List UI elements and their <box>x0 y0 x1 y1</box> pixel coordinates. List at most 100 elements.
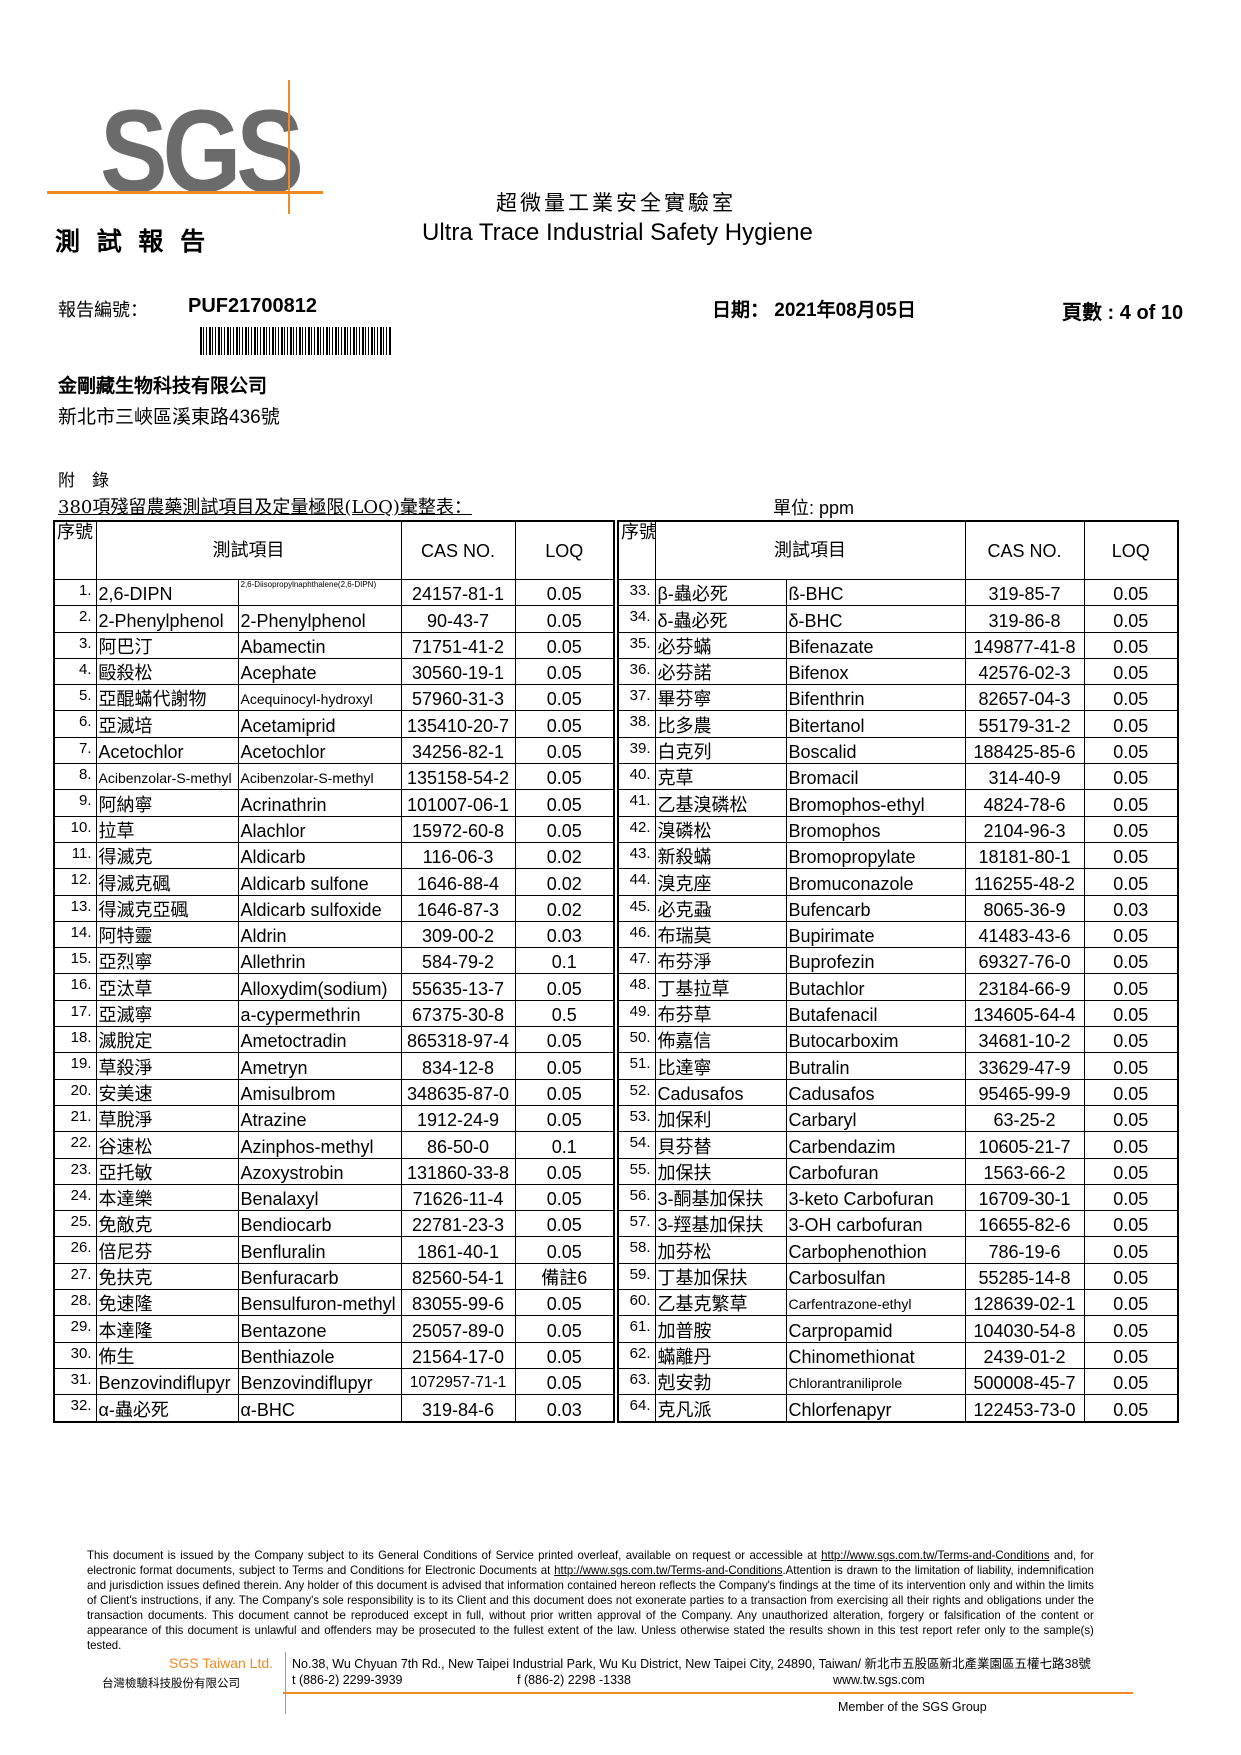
loq-value: 0.05 <box>1083 1026 1179 1054</box>
cas-no: 1646-87-3 <box>400 894 516 922</box>
row-seq: 40. <box>617 763 656 791</box>
item-name-en: Carfentrazone-ethyl <box>785 1289 966 1317</box>
row-seq: 27. <box>53 1262 97 1291</box>
loq-value: 0.1 <box>514 947 615 975</box>
cas-no: 584-79-2 <box>400 947 516 975</box>
loq-value: 0.03 <box>514 1394 615 1422</box>
loq-value: 0.05 <box>514 578 615 607</box>
table-row: 19. 草殺淨 Ametryn 834-12-8 0.05 <box>53 1052 615 1080</box>
item-name-en: Bromopropylate <box>785 841 966 870</box>
date: 2021年08月05日 <box>774 300 916 321</box>
sgs-taiwan-ltd: SGS Taiwan Ltd. <box>169 1655 274 1671</box>
item-name-en: Benfluralin <box>237 1236 402 1264</box>
item-name-en: Aldicarb sulfoxide <box>237 894 402 922</box>
table-row: 47. 布芬淨 Buprofezin 69327-76-0 0.05 <box>617 947 1179 975</box>
cas-no: 41483-43-6 <box>964 920 1085 949</box>
cas-no: 55285-14-8 <box>964 1262 1085 1291</box>
table-row: 24. 本達樂 Benalaxyl 71626-11-4 0.05 <box>53 1183 615 1212</box>
loq-value: 0.05 <box>514 710 615 738</box>
item-name-en: 2,6-Diisopropylnaphthalene(2,6-DIPN) <box>237 578 402 607</box>
cas-no: 128639-02-1 <box>964 1289 1085 1317</box>
table-row: 35. 必芬蟎 Bifenazate 149877-41-8 0.05 <box>617 631 1179 659</box>
row-seq: 61. <box>617 1315 656 1343</box>
cas-no: 865318-97-4 <box>400 1026 516 1054</box>
date-row: 日期： 2021年08月05日 <box>712 295 916 322</box>
loq-value: 0.05 <box>1083 657 1179 686</box>
row-seq: 53. <box>617 1104 656 1133</box>
table-row: 34. δ-蟲必死 δ-BHC 319-86-8 0.05 <box>617 605 1179 633</box>
row-seq: 37. <box>617 684 656 712</box>
lab-name-zh: 超微量工業安全實驗室 <box>496 191 736 215</box>
table-row: 48. 丁基拉草 Butachlor 23184-66-9 0.05 <box>617 973 1179 1001</box>
row-seq: 55. <box>617 1157 656 1185</box>
item-name-en: Carbaryl <box>785 1104 966 1133</box>
row-seq: 12. <box>53 868 97 896</box>
item-name-en: Acequinocyl-hydroxyl <box>237 684 402 712</box>
item-name-en: Allethrin <box>237 947 402 975</box>
item-name-en: Ametryn <box>237 1052 402 1080</box>
item-name-zh: 谷速松 <box>95 1131 239 1159</box>
header-item: 測試項目 <box>95 520 402 580</box>
item-name-zh: 比多農 <box>654 710 787 738</box>
cas-no: 134605-64-4 <box>964 999 1085 1028</box>
item-name-zh: 2,6-DIPN <box>95 578 239 607</box>
item-name-zh: 丁基拉草 <box>654 973 787 1001</box>
loq-value: 0.05 <box>514 1052 615 1080</box>
item-name-zh: Cadusafos <box>654 1078 787 1106</box>
row-seq: 46. <box>617 920 656 949</box>
loq-value: 0.02 <box>514 841 615 870</box>
report-no: PUF21700812 <box>188 295 317 317</box>
item-name-en: Bromuconazole <box>785 868 966 896</box>
item-name-en: Bromacil <box>785 763 966 791</box>
loq-value: 0.05 <box>514 1236 615 1264</box>
item-name-en: Carbophenothion <box>785 1236 966 1264</box>
item-name-zh: 佈生 <box>95 1341 239 1369</box>
item-name-en: Aldicarb sulfone <box>237 868 402 896</box>
table-row: 62. 蟎離丹 Chinomethionat 2439-01-2 0.05 <box>617 1341 1179 1369</box>
item-name-zh: 克凡派 <box>654 1394 787 1422</box>
item-name-en: Butachlor <box>785 973 966 1001</box>
table-row: 15. 亞烈寧 Allethrin 584-79-2 0.1 <box>53 947 615 975</box>
loq-value: 0.05 <box>514 1289 615 1317</box>
table-row: 45. 必克蝨 Bufencarb 8065-36-9 0.03 <box>617 894 1179 922</box>
loq-value: 0.05 <box>1083 710 1179 738</box>
row-seq: 13. <box>53 894 97 922</box>
item-name-en: Carpropamid <box>785 1315 966 1343</box>
item-name-en: Alachlor <box>237 815 402 843</box>
electronic-terms-link[interactable]: http://www.sgs.com.tw/Terms-and-Conditio… <box>554 1563 783 1577</box>
cas-no: 90-43-7 <box>400 605 516 633</box>
row-seq: 60. <box>617 1289 656 1317</box>
item-name-en: Bufencarb <box>785 894 966 922</box>
cas-no: 1563-66-2 <box>964 1157 1085 1185</box>
barcode <box>200 327 392 355</box>
item-name-en: Chinomethionat <box>785 1341 966 1369</box>
loq-value: 0.05 <box>1083 1289 1179 1317</box>
footer-vertical-line <box>285 1652 286 1714</box>
table-row: 40. 克草 Bromacil 314-40-9 0.05 <box>617 763 1179 791</box>
cas-no: 116-06-3 <box>400 841 516 870</box>
item-name-en: Chlorfenapyr <box>785 1394 966 1422</box>
row-seq: 19. <box>53 1052 97 1080</box>
row-seq: 45. <box>617 894 656 922</box>
table-row: 9. 阿納寧 Acrinathrin 101007-06-1 0.05 <box>53 789 615 817</box>
loq-value: 0.05 <box>1083 1183 1179 1212</box>
item-name-zh: 貝芬替 <box>654 1131 787 1159</box>
company-name: 金剛藏生物科技有限公司 <box>58 376 268 397</box>
cas-no: 131860-33-8 <box>400 1157 516 1185</box>
item-name-zh: 亞汰草 <box>95 973 239 1001</box>
table-row: 18. 滅脫定 Ametoctradin 865318-97-4 0.05 <box>53 1026 615 1054</box>
loq-value: 0.05 <box>1083 789 1179 817</box>
item-name-en: Aldicarb <box>237 841 402 870</box>
item-name-zh: 免敵克 <box>95 1210 239 1238</box>
loq-value: 0.05 <box>514 1210 615 1238</box>
cas-no: 57960-31-3 <box>400 684 516 712</box>
terms-link[interactable]: http://www.sgs.com.tw/Terms-and-Conditio… <box>821 1548 1050 1562</box>
item-name-zh: 亞烈寧 <box>95 947 239 975</box>
item-name-en: Acetamiprid <box>237 710 402 738</box>
cas-no: 67375-30-8 <box>400 999 516 1028</box>
item-name-zh: 溴克座 <box>654 868 787 896</box>
row-seq: 31. <box>53 1367 97 1396</box>
loq-value: 0.05 <box>1083 1052 1179 1080</box>
table-row: 5. 亞醌蟎代謝物 Acequinocyl-hydroxyl 57960-31-3 0.… <box>53 684 615 712</box>
item-name-en: Ametoctradin <box>237 1026 402 1054</box>
